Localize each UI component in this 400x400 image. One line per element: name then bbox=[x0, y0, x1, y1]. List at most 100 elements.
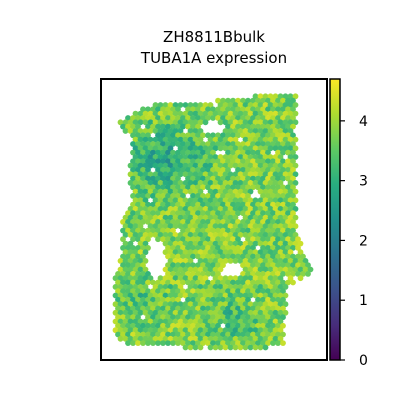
expression-spot bbox=[252, 292, 259, 299]
expression-spot bbox=[225, 253, 231, 260]
expression-spot bbox=[137, 119, 144, 126]
expression-spot bbox=[265, 167, 271, 173]
expression-spot bbox=[155, 288, 161, 295]
expression-spot bbox=[180, 227, 186, 234]
expression-spot bbox=[280, 97, 286, 104]
expression-spot bbox=[237, 344, 244, 351]
expression-spot bbox=[240, 132, 246, 139]
expression-spot bbox=[210, 262, 216, 269]
expression-spot bbox=[245, 322, 251, 329]
expression-spot bbox=[262, 214, 269, 221]
expression-spot bbox=[267, 171, 274, 178]
expression-spot bbox=[232, 344, 239, 351]
expression-spot bbox=[275, 201, 281, 208]
expression-spot bbox=[130, 236, 136, 243]
expression-spot bbox=[292, 258, 299, 264]
expression-spot bbox=[235, 227, 241, 234]
expression-spot bbox=[192, 119, 199, 126]
expression-spot bbox=[137, 162, 144, 169]
expression-spot bbox=[262, 309, 269, 316]
expression-spot bbox=[120, 219, 126, 225]
expression-spot bbox=[220, 201, 226, 208]
expression-spot bbox=[207, 188, 214, 195]
expression-spot bbox=[192, 180, 199, 186]
expression-spot bbox=[222, 240, 229, 247]
expression-spot bbox=[152, 180, 159, 186]
expression-spot bbox=[292, 180, 299, 186]
expression-spot bbox=[185, 331, 191, 338]
expression-spot bbox=[277, 102, 284, 108]
expression-spot bbox=[232, 292, 239, 299]
expression-spot bbox=[202, 145, 209, 152]
expression-spot bbox=[192, 128, 199, 134]
expression-spot bbox=[187, 145, 194, 152]
expression-spot bbox=[257, 240, 264, 247]
expression-spot bbox=[247, 266, 254, 273]
expression-spot bbox=[257, 232, 264, 238]
expression-spot bbox=[267, 301, 274, 308]
expression-spot bbox=[180, 322, 186, 329]
expression-spot bbox=[270, 123, 276, 130]
expression-spot bbox=[155, 219, 161, 225]
expression-spot bbox=[190, 227, 196, 234]
expression-spot bbox=[177, 180, 184, 186]
expression-spot bbox=[235, 201, 241, 208]
expression-spot bbox=[255, 236, 261, 243]
expression-spot bbox=[280, 236, 286, 243]
expression-spot bbox=[245, 123, 251, 130]
expression-spot bbox=[262, 240, 269, 247]
expression-spot bbox=[212, 197, 219, 204]
expression-spot bbox=[275, 193, 281, 199]
expression-spot bbox=[267, 102, 274, 108]
expression-spot bbox=[132, 110, 139, 117]
expression-spot bbox=[192, 266, 199, 273]
expression-spot bbox=[137, 318, 144, 325]
expression-spot bbox=[287, 154, 294, 160]
expression-spot bbox=[145, 296, 151, 303]
expression-spot bbox=[232, 180, 239, 186]
expression-spot bbox=[170, 305, 176, 312]
expression-spot bbox=[167, 180, 174, 186]
expression-spot bbox=[170, 132, 176, 139]
expression-spot bbox=[125, 210, 131, 217]
expression-spot bbox=[132, 292, 139, 299]
expression-spot bbox=[145, 236, 151, 243]
expression-spot bbox=[160, 158, 166, 165]
expression-spot bbox=[122, 214, 129, 221]
expression-spot bbox=[290, 253, 296, 260]
expression-spot bbox=[187, 128, 194, 134]
expression-spot bbox=[272, 284, 279, 290]
expression-spot bbox=[210, 106, 216, 113]
expression-spot bbox=[207, 258, 214, 264]
expression-spot bbox=[225, 132, 231, 139]
expression-spot bbox=[260, 106, 266, 113]
expression-spot bbox=[147, 301, 154, 308]
expression-spot bbox=[267, 240, 274, 247]
expression-spot bbox=[285, 210, 291, 217]
expression-spot bbox=[282, 136, 289, 143]
expression-spot bbox=[147, 335, 154, 342]
expression-spot bbox=[210, 340, 216, 346]
expression-spot bbox=[282, 110, 289, 117]
expression-spot bbox=[170, 175, 176, 182]
expression-spot bbox=[245, 149, 251, 156]
expression-spot bbox=[257, 93, 264, 100]
expression-spot bbox=[137, 240, 144, 247]
expression-spot bbox=[257, 188, 264, 195]
expression-spot bbox=[285, 106, 291, 113]
expression-spot bbox=[217, 188, 224, 195]
expression-spot bbox=[230, 158, 236, 165]
expression-spot bbox=[220, 210, 226, 217]
expression-spot bbox=[145, 141, 151, 147]
expression-spot bbox=[252, 223, 259, 230]
expression-spot bbox=[177, 188, 184, 195]
expression-spot bbox=[250, 314, 256, 321]
expression-spot bbox=[210, 184, 216, 191]
expression-spot bbox=[135, 141, 141, 147]
expression-spot bbox=[190, 296, 196, 303]
expression-spot bbox=[187, 344, 194, 351]
expression-spot bbox=[217, 223, 224, 230]
expression-spot bbox=[295, 245, 301, 251]
expression-spot bbox=[160, 227, 166, 234]
expression-spot bbox=[140, 132, 146, 139]
